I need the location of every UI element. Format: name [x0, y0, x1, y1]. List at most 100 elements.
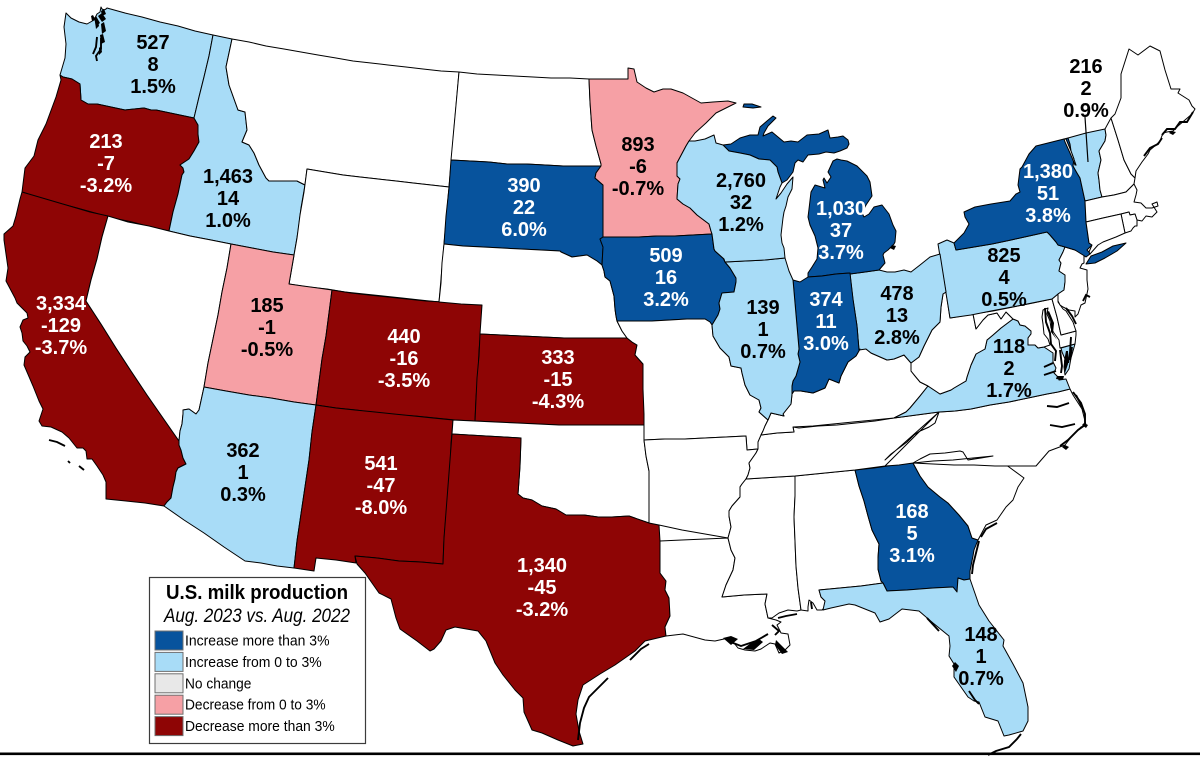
coastal-detail [952, 662, 959, 672]
coastal-detail [1069, 346, 1073, 361]
state-nj [1057, 246, 1089, 318]
coastal-detail [1044, 307, 1057, 362]
label-or: 213 -7 -3.2% [80, 131, 132, 197]
coastal-detail [91, 15, 95, 21]
coastal-detail [1065, 307, 1077, 325]
state-ri [1120, 211, 1138, 234]
label-ca: 3,334 -129 -3.7% [35, 293, 87, 359]
label-pa: 825 4 0.5% [981, 245, 1027, 311]
bottom-frame-line [0, 752, 1200, 756]
coastal-detail [775, 640, 788, 654]
legend-label-inc_gt3: Increase more than 3% [185, 633, 330, 650]
coastal-detail [1043, 362, 1054, 368]
coastal-detail [101, 9, 106, 16]
state-tx [354, 433, 671, 747]
legend-label-dec_0_3: Decrease from 0 to 3% [185, 697, 326, 714]
legend-swatch-dec_0_3 [154, 694, 184, 715]
coastal-detail [810, 601, 813, 610]
legend-swatch-dec_gt3 [154, 716, 184, 737]
coastal-detail [1047, 311, 1057, 340]
state-me [1110, 45, 1196, 179]
vermont-leader-line [1084, 116, 1089, 163]
coastal-detail [771, 624, 781, 636]
coastal-detail [98, 13, 106, 22]
coastal-detail [577, 677, 609, 741]
coastal-detail [987, 733, 1022, 756]
coastal-detail [980, 522, 998, 538]
label-vt: 216 2 0.9% [1063, 56, 1109, 122]
label-oh: 478 13 2.8% [874, 283, 920, 349]
coastal-detail [1049, 423, 1076, 428]
label-wi: 2,760 32 1.2% [716, 170, 766, 236]
label-il: 139 1 0.7% [740, 297, 786, 363]
label-wa: 527 8 1.5% [130, 32, 176, 98]
coastal-detail [48, 439, 66, 447]
label-mn: 893 -6 -0.7% [612, 134, 664, 200]
label-id: 1,463 14 1.0% [203, 166, 253, 232]
coastal-detail [1059, 349, 1063, 374]
legend-swatch-no_change [154, 673, 184, 694]
state-wy [288, 168, 450, 303]
label-ut: 185 -1 -0.5% [241, 295, 293, 361]
coastal-detail [1143, 137, 1163, 157]
state-ct [1085, 213, 1126, 255]
coastal-detail [101, 22, 106, 34]
coastal-detail [1067, 336, 1072, 364]
legend-label-no_change: No change [185, 675, 251, 692]
label-nm: 541 -47 -8.0% [355, 453, 407, 519]
coastal-detail [890, 245, 896, 250]
legend-label-dec_gt3: Decrease more than 3% [185, 718, 335, 735]
state-il [711, 233, 801, 421]
legend-box [148, 576, 367, 745]
label-sd: 390 22 6.0% [501, 175, 547, 241]
label-mi: 1,030 37 3.7% [816, 198, 866, 264]
lake [1063, 138, 1077, 166]
legend-title: U.S. milk production [166, 582, 348, 604]
coastal-detail [1161, 111, 1194, 136]
coastal-detail [92, 36, 98, 55]
label-ks: 333 -15 -4.3% [532, 347, 584, 413]
state-mt [225, 38, 460, 188]
state-nd [450, 71, 602, 167]
coastal-detail [1064, 351, 1068, 373]
coastal-detail [777, 613, 798, 619]
legend: U.S. milk production Aug. 2023 vs. Aug. … [148, 576, 367, 745]
coastal-detail [968, 690, 980, 705]
legend-swatch-inc_gt3 [154, 630, 184, 651]
coastal-detail [1043, 370, 1057, 376]
label-fl: 148 1 0.7% [958, 624, 1004, 690]
label-ia: 509 16 3.2% [643, 245, 689, 311]
state-fl [818, 577, 1029, 737]
coastal-detail [926, 617, 940, 632]
coastal-detail [1056, 376, 1064, 380]
coastal-detail [78, 465, 85, 471]
label-ny: 1,380 51 3.8% [1023, 161, 1073, 227]
coastal-detail [1062, 445, 1069, 450]
state-wi [676, 134, 794, 263]
label-co: 440 -16 -3.5% [378, 326, 430, 392]
state-labels-layer: 527 8 1.5% 213 -7 -3.2% 3,334 -129 -3.7% 1,463 14 1… [35, 32, 1109, 690]
coastal-detail [95, 20, 99, 29]
state-tn [745, 411, 940, 480]
label-tx: 1,340 -45 -3.2% [516, 555, 568, 621]
coastal-decor-layer [48, 9, 1194, 756]
coastal-detail [1082, 293, 1091, 302]
coastal-detail [94, 38, 102, 62]
legend-label-inc_0_3: Increase from 0 to 3% [185, 654, 322, 671]
state-oh [849, 253, 947, 364]
coastal-detail [971, 540, 980, 575]
coastal-detail [1075, 394, 1083, 408]
coastal-detail [743, 639, 763, 650]
coastal-detail [723, 636, 738, 645]
coastal-detail [629, 643, 650, 661]
legend-subtitle: Aug. 2023 vs. Aug. 2022 [163, 606, 350, 627]
label-az: 362 1 0.3% [220, 440, 266, 506]
label-va: 118 2 1.7% [986, 336, 1032, 402]
legend-swatch-inc_0_3 [154, 651, 184, 672]
coastal-detail [1046, 402, 1070, 408]
label-ga: 168 5 3.1% [889, 501, 935, 567]
coastal-detail [67, 460, 71, 464]
states-layer [3, 6, 1196, 747]
coastal-detail [727, 633, 769, 648]
